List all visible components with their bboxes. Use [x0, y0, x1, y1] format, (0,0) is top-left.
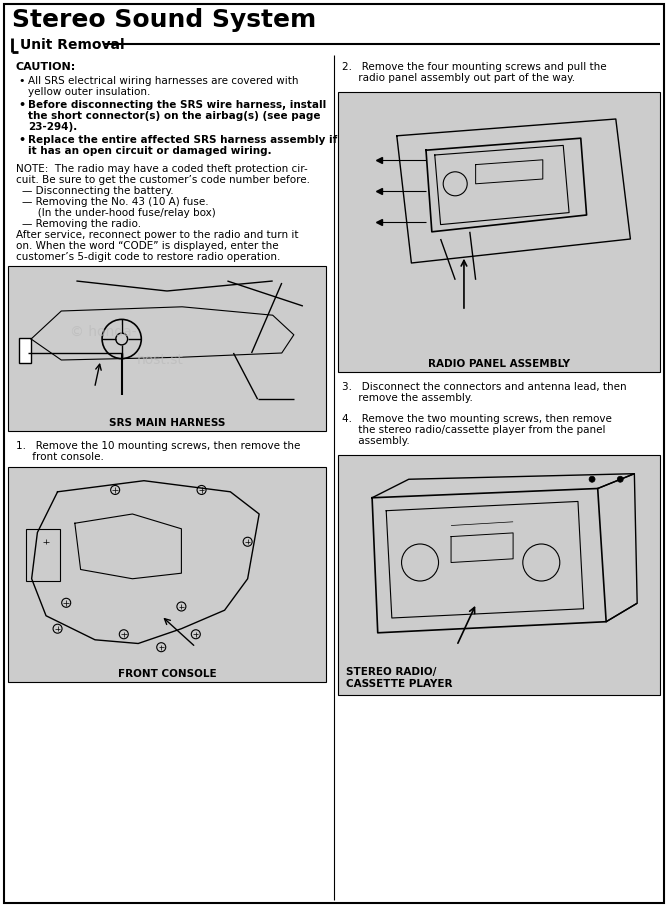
Text: FRONT CONSOLE: FRONT CONSOLE — [118, 669, 216, 679]
Text: •: • — [18, 100, 25, 110]
Text: (In the under-hood fuse/relay box): (In the under-hood fuse/relay box) — [28, 208, 216, 218]
Bar — [26, 529, 60, 580]
Text: customer’s 5-digit code to restore radio operation.: customer’s 5-digit code to restore radio… — [16, 252, 281, 262]
Text: •: • — [18, 135, 25, 145]
Text: Unit Removal: Unit Removal — [20, 38, 125, 52]
Text: CASSETTE PLAYER: CASSETTE PLAYER — [346, 679, 452, 689]
Text: 23-294).: 23-294). — [28, 122, 77, 132]
Text: yellow outer insulation.: yellow outer insulation. — [28, 87, 150, 97]
Text: — Removing the radio.: — Removing the radio. — [22, 219, 141, 229]
Text: Before disconnecting the SRS wire harness, install: Before disconnecting the SRS wire harnes… — [28, 100, 326, 110]
Text: host.st: host.st — [137, 353, 184, 367]
Text: radio panel assembly out part of the way.: radio panel assembly out part of the way… — [342, 73, 575, 83]
Text: remove the assembly.: remove the assembly. — [342, 393, 473, 403]
Text: NOTE:  The radio may have a coded theft protection cir-: NOTE: The radio may have a coded theft p… — [16, 164, 308, 174]
Text: it has an open circuit or damaged wiring.: it has an open circuit or damaged wiring… — [28, 146, 272, 156]
Text: 2.   Remove the four mounting screws and pull the: 2. Remove the four mounting screws and p… — [342, 62, 607, 72]
Text: After service, reconnect power to the radio and turn it: After service, reconnect power to the ra… — [16, 230, 299, 240]
Text: SRS MAIN HARNESS: SRS MAIN HARNESS — [109, 418, 225, 428]
Text: — Disconnecting the battery.: — Disconnecting the battery. — [22, 186, 174, 196]
Text: the stereo radio/cassette player from the panel: the stereo radio/cassette player from th… — [342, 425, 605, 435]
Text: 4.   Remove the two mounting screws, then remove: 4. Remove the two mounting screws, then … — [342, 414, 612, 424]
Text: assembly.: assembly. — [342, 436, 409, 446]
Text: cuit. Be sure to get the customer’s code number before.: cuit. Be sure to get the customer’s code… — [16, 175, 310, 185]
Bar — [8, 467, 326, 682]
Bar — [8, 266, 326, 431]
Text: RADIO PANEL ASSEMBLY: RADIO PANEL ASSEMBLY — [428, 359, 570, 369]
Text: 3.   Disconnect the connectors and antenna lead, then: 3. Disconnect the connectors and antenna… — [342, 382, 627, 392]
Text: © honda-: © honda- — [70, 325, 137, 339]
Text: Stereo Sound System: Stereo Sound System — [12, 8, 316, 32]
Text: the short connector(s) on the airbag(s) (see page: the short connector(s) on the airbag(s) … — [28, 111, 321, 121]
Bar — [19, 337, 31, 363]
Text: Replace the entire affected SRS harness assembly if: Replace the entire affected SRS harness … — [28, 135, 337, 145]
Circle shape — [589, 476, 595, 483]
Text: •: • — [18, 76, 25, 86]
Text: front console.: front console. — [16, 452, 104, 462]
Bar — [338, 455, 660, 695]
Text: 1.   Remove the 10 mounting screws, then remove the: 1. Remove the 10 mounting screws, then r… — [16, 441, 301, 451]
Text: All SRS electrical wiring harnesses are covered with: All SRS electrical wiring harnesses are … — [28, 76, 299, 86]
Text: STEREO RADIO/: STEREO RADIO/ — [346, 667, 436, 677]
Text: — Removing the No. 43 (10 A) fuse.: — Removing the No. 43 (10 A) fuse. — [22, 197, 208, 207]
Bar — [338, 92, 660, 372]
Circle shape — [617, 476, 623, 483]
Text: CAUTION:: CAUTION: — [16, 62, 76, 72]
Text: on. When the word “CODE” is displayed, enter the: on. When the word “CODE” is displayed, e… — [16, 241, 279, 251]
